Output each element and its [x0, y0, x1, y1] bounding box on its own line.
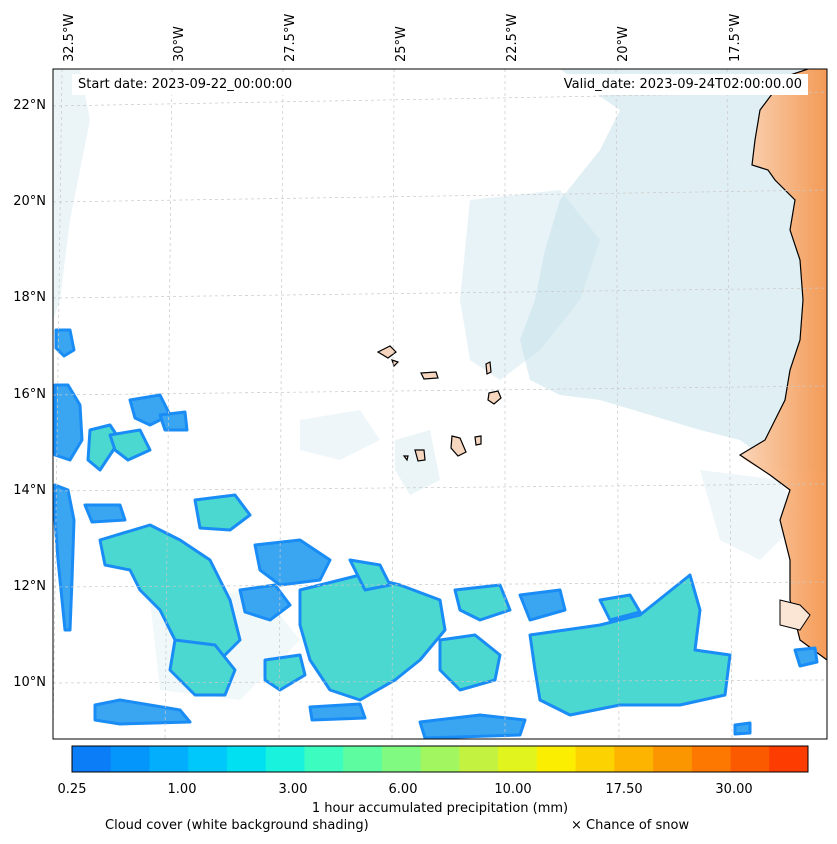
lon-label: 20°W	[616, 26, 631, 62]
colorbar-tick: 10.00	[494, 782, 532, 797]
colorbar-frame	[71, 745, 809, 773]
colorbar-segment	[381, 746, 422, 772]
colorbar-segment	[110, 746, 150, 772]
map-frame	[52, 68, 828, 740]
colorbar-tick: 1.00	[167, 782, 197, 797]
colorbar-segment	[498, 746, 538, 772]
colorbar-segment	[614, 746, 654, 772]
colorbar-segment	[149, 746, 189, 772]
colorbar-segment	[575, 746, 615, 772]
colorbar-segment	[304, 746, 344, 772]
colorbar-tick: 30.00	[715, 782, 753, 797]
colorbar-tick: 6.00	[388, 782, 418, 797]
lon-label: 25°W	[394, 26, 409, 62]
map-panel	[53, 69, 827, 739]
lat-label: 14°N	[13, 483, 46, 498]
colorbar-segment	[343, 746, 383, 772]
lat-label: 20°N	[13, 194, 46, 209]
valid-date-label: Valid_date: 2023-09-24T02:00:00.00	[557, 74, 808, 95]
africa-landmass	[738, 69, 827, 661]
colorbar-segment	[420, 746, 460, 772]
colorbar-segment	[536, 746, 577, 772]
colorbar-segment	[769, 746, 809, 772]
colorbar-segment	[730, 746, 770, 772]
lat-label: 18°N	[13, 290, 46, 305]
colorbar-segment	[72, 746, 112, 772]
precipitation-field	[53, 328, 819, 739]
colorbar-segment	[691, 746, 732, 772]
snow-legend: × Chance of snow	[571, 818, 690, 833]
colorbar-segment	[226, 746, 267, 772]
lon-label: 22.5°W	[505, 13, 520, 62]
colorbar	[71, 745, 809, 773]
gridlines	[53, 69, 827, 739]
lat-label: 22°N	[13, 98, 46, 113]
colorbar-tick: 0.25	[57, 782, 87, 797]
cloud-cover-legend: Cloud cover (white background shading)	[105, 818, 369, 833]
colorbar-tick: 17.50	[605, 782, 643, 797]
colorbar-tick: 3.00	[278, 782, 308, 797]
colorbar-segment	[653, 746, 693, 772]
colorbar-segment	[265, 746, 305, 772]
lon-label: 32.5°W	[62, 13, 77, 62]
colorbar-segment	[188, 746, 228, 772]
lat-label: 12°N	[13, 579, 46, 594]
start-date-label: Start date: 2023-09-22_00:00:00	[72, 74, 299, 95]
cape-verde-islands	[376, 345, 502, 462]
lon-label: 17.5°W	[728, 13, 743, 62]
lat-label: 10°N	[13, 675, 46, 690]
lon-label: 30°W	[172, 26, 187, 62]
colorbar-label: 1 hour accumulated precipitation (mm)	[311, 801, 569, 816]
lon-label: 27.5°W	[283, 13, 298, 62]
colorbar-segment	[459, 746, 499, 772]
lat-label: 16°N	[13, 387, 46, 402]
